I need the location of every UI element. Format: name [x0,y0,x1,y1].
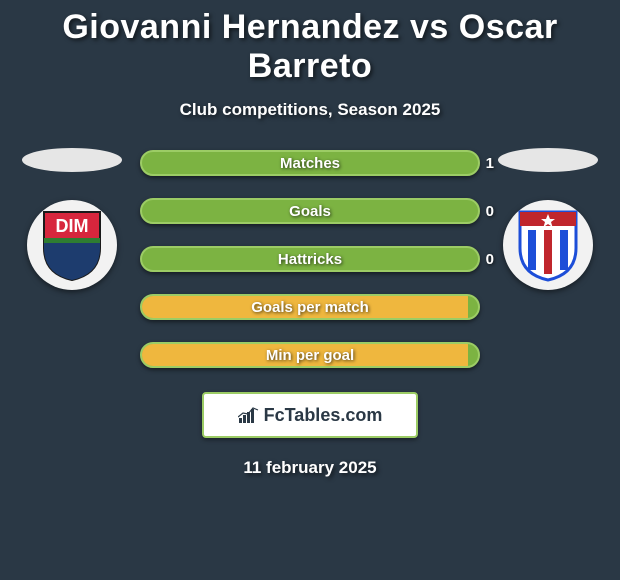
santa-marta-shield-icon: SANTA MARTA [516,208,580,282]
santa-marta-text: SANTA MARTA [530,226,566,232]
brand-box: FcTables.com [202,392,418,438]
stat-label: Hattricks [278,251,342,268]
stat-label: Goals per match [251,299,369,316]
stat-value-right: 1 [486,155,494,172]
stat-label: Goals [289,203,331,220]
dim-shield-icon: DIM [40,208,104,282]
comparison-panel: DIM Matches1Goals0Hattricks0Goals per ma… [0,148,620,368]
brand-chart-icon [238,406,260,424]
right-score-pill [498,148,598,172]
stat-value-right: 0 [486,251,494,268]
left-player-column: DIM [22,148,122,290]
date-label: 11 february 2025 [0,458,620,478]
stat-bar: Goals0 [140,198,480,224]
stat-label: Min per goal [266,347,354,364]
stat-label: Matches [280,155,340,172]
right-club-logo: SANTA MARTA [503,200,593,290]
subtitle: Club competitions, Season 2025 [0,100,620,120]
brand-label: FcTables.com [264,405,383,426]
page-title: Giovanni Hernandez vs Oscar Barreto [0,0,620,86]
stat-bar: Min per goal [140,342,480,368]
right-player-column: SANTA MARTA [498,148,598,290]
stat-value-right: 0 [486,203,494,220]
dim-text: DIM [56,216,89,236]
stat-bar: Matches1 [140,150,480,176]
left-club-logo: DIM [27,200,117,290]
stat-bar: Goals per match [140,294,480,320]
stat-bar: Hattricks0 [140,246,480,272]
stat-bars: Matches1 Goals0 Hattricks0 Goals per match M… [140,150,480,368]
left-score-pill [22,148,122,172]
